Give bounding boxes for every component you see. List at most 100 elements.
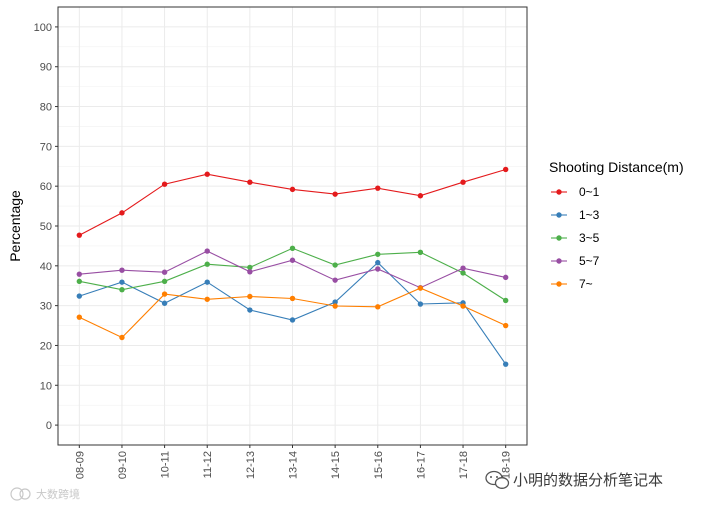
data-point: [460, 265, 466, 271]
data-point: [119, 267, 125, 273]
x-tick-label: 12-13: [245, 451, 257, 479]
data-point: [119, 210, 125, 216]
legend-title: Shooting Distance(m): [549, 159, 684, 175]
y-tick-label: 50: [40, 221, 52, 233]
data-point: [460, 270, 466, 276]
watermark-right: 小明的数据分析笔记本: [485, 470, 663, 489]
x-tick-label: 11-12: [202, 451, 214, 478]
y-tick-label: 20: [40, 340, 52, 352]
watermark-left: 大数跨境: [10, 487, 80, 501]
legend-key-point: [556, 212, 562, 218]
data-point: [332, 303, 338, 309]
data-point: [417, 193, 424, 199]
data-point: [289, 245, 296, 251]
series-0~1: [76, 166, 509, 238]
data-point: [460, 179, 466, 185]
x-tick-label: 10-11: [160, 451, 172, 478]
y-tick-label: 30: [40, 301, 52, 313]
data-point: [119, 287, 125, 293]
data-point: [76, 314, 83, 320]
legend-label: 3~5: [579, 231, 600, 245]
data-point: [161, 291, 168, 297]
x-tick-label: 16-17: [415, 451, 427, 479]
data-point: [417, 301, 424, 307]
data-point: [417, 285, 424, 291]
legend-label: 5~7: [579, 254, 600, 268]
data-point: [289, 257, 296, 263]
data-point: [375, 259, 381, 266]
data-point: [289, 295, 296, 302]
data-point: [375, 266, 381, 272]
data-point: [417, 249, 424, 255]
series-1~3: [76, 259, 509, 367]
data-point: [332, 277, 338, 283]
y-tick-label: 100: [34, 22, 52, 34]
data-point: [76, 278, 83, 285]
data-point: [247, 269, 253, 275]
data-point: [502, 361, 509, 367]
data-point: [502, 322, 509, 329]
x-tick-label: 15-16: [373, 451, 385, 479]
data-point: [76, 293, 83, 299]
watermark-right-text: 小明的数据分析笔记本: [513, 472, 663, 489]
data-point: [460, 303, 466, 309]
data-point: [502, 274, 509, 281]
x-tick-label: 13-14: [288, 451, 300, 479]
data-point: [161, 181, 168, 187]
data-point: [332, 262, 338, 268]
y-tick-label: 0: [46, 420, 52, 432]
data-point: [119, 334, 125, 341]
y-tick-label: 80: [40, 102, 52, 114]
legend-key-point: [556, 235, 562, 241]
data-point: [247, 179, 253, 185]
legend-label: 0~1: [579, 185, 600, 199]
y-axis-title: Percentage: [7, 190, 23, 262]
legend-key-point: [556, 189, 562, 195]
legend: Shooting Distance(m) 0~1 1~3 3~5 5~7 7~: [549, 159, 684, 291]
data-point: [247, 293, 253, 300]
data-point: [76, 232, 83, 238]
legend-item: 0~1: [551, 185, 600, 199]
data-point: [375, 185, 381, 191]
data-point: [161, 278, 168, 285]
y-tick-label: 70: [40, 141, 52, 153]
legend-item: 7~: [551, 277, 593, 291]
legend-key-point: [556, 281, 562, 287]
data-point: [289, 317, 296, 323]
series-7~: [76, 285, 509, 341]
data-point: [375, 304, 381, 310]
data-point: [204, 248, 210, 254]
legend-key-point: [556, 258, 562, 264]
series-layer: [76, 166, 509, 367]
data-point: [204, 261, 210, 267]
data-point: [332, 299, 338, 305]
y-tick-label: 60: [40, 181, 52, 193]
x-tick-label: 14-15: [330, 451, 342, 479]
data-point: [502, 166, 509, 173]
data-point: [332, 191, 338, 197]
data-point: [161, 300, 168, 306]
data-point: [119, 279, 125, 285]
wechat-icon: [485, 470, 510, 489]
legend-label: 7~: [579, 277, 593, 291]
series-3~5: [76, 245, 509, 304]
data-point: [204, 279, 210, 285]
legend-label: 1~3: [579, 208, 600, 222]
data-point: [204, 171, 210, 177]
y-tick-label: 90: [40, 62, 52, 74]
axis-layer: 0 10 20 30 40 50 60 70 80 90 100 08-09 09-10 10-11 11-…: [34, 22, 513, 479]
x-tick-label: 17-18: [458, 451, 470, 479]
data-point: [76, 271, 83, 277]
y-tick-label: 10: [40, 380, 52, 392]
x-tick-label: 09-10: [117, 451, 129, 479]
data-point: [247, 264, 253, 271]
data-point: [204, 296, 210, 302]
data-point: [289, 186, 296, 193]
x-tick-label: 18-19: [501, 451, 513, 479]
legend-item: 3~5: [551, 231, 600, 245]
y-tick-label: 40: [40, 261, 52, 273]
data-point: [502, 297, 509, 304]
data-point: [247, 307, 253, 313]
